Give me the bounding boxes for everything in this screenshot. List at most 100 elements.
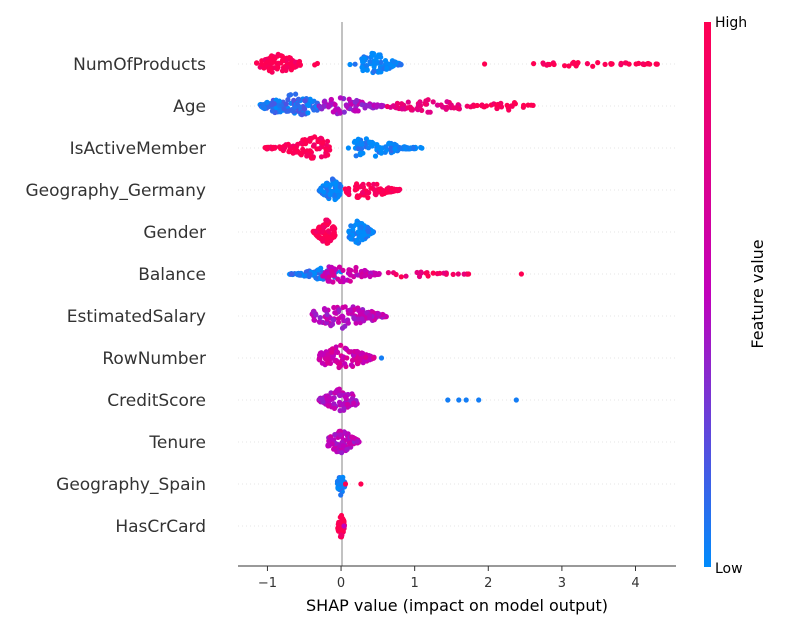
shap-point xyxy=(339,477,345,483)
shap-point xyxy=(367,139,373,145)
shap-point xyxy=(378,355,385,361)
shap-point xyxy=(348,267,354,273)
shap-point xyxy=(376,311,382,317)
shap-point xyxy=(323,146,329,152)
shap-point xyxy=(531,61,537,67)
shap-point xyxy=(371,355,377,361)
shap-point xyxy=(405,99,411,105)
shap-point xyxy=(365,195,371,201)
shap-point xyxy=(444,99,450,105)
shap-point xyxy=(339,401,345,408)
shap-point xyxy=(328,96,334,103)
shap-point xyxy=(321,189,327,195)
shap-point xyxy=(357,355,363,362)
shap-point xyxy=(317,104,323,110)
shap-point xyxy=(329,321,336,327)
shap-point xyxy=(346,96,352,102)
shap-point xyxy=(337,188,343,194)
shap-point xyxy=(338,492,344,498)
shap-point xyxy=(410,145,416,151)
shap-point xyxy=(403,273,409,279)
shap-point xyxy=(371,181,377,187)
shap-point xyxy=(286,149,292,155)
shap-point xyxy=(340,443,346,449)
shap-point xyxy=(354,186,360,192)
shap-point xyxy=(270,145,276,151)
shap-point xyxy=(512,101,519,107)
x-tick-label: 3 xyxy=(558,576,566,591)
shap-point xyxy=(316,319,322,325)
shap-point xyxy=(352,61,358,67)
shap-point xyxy=(269,108,275,114)
feature-label: Gender xyxy=(143,223,206,243)
x-axis-title: SHAP value (impact on model output) xyxy=(306,596,608,615)
shap-point xyxy=(336,307,342,313)
shap-point xyxy=(328,390,334,396)
shap-point xyxy=(636,60,642,66)
shap-point xyxy=(359,102,365,108)
shap-point xyxy=(595,60,601,66)
shap-point xyxy=(445,397,451,403)
feature-label: CreditScore xyxy=(107,391,206,411)
shap-point xyxy=(338,532,344,538)
shap-point xyxy=(302,137,308,143)
shap-point xyxy=(584,61,591,67)
shap-point xyxy=(326,442,332,449)
shap-point xyxy=(544,62,550,68)
shap-point xyxy=(362,273,368,279)
shap-point xyxy=(332,193,338,199)
shap-point xyxy=(367,312,373,319)
shap-point xyxy=(306,102,312,109)
shap-point xyxy=(562,63,568,69)
shap-point xyxy=(348,236,354,242)
shap-point xyxy=(332,226,338,232)
shap-point xyxy=(303,141,309,147)
shap-point xyxy=(325,104,332,110)
shap-point xyxy=(285,108,291,114)
feature-label: IsActiveMember xyxy=(70,139,206,159)
shap-point xyxy=(343,102,349,108)
shap-point xyxy=(359,140,365,146)
shap-point xyxy=(321,224,327,230)
shap-point xyxy=(369,228,375,234)
shap-point xyxy=(389,185,395,192)
shap-point xyxy=(337,278,343,285)
shap-point xyxy=(371,68,377,75)
shap-point xyxy=(365,229,371,235)
shap-point xyxy=(285,141,291,147)
shap-point xyxy=(325,397,331,403)
shap-point xyxy=(320,273,326,279)
shap-point xyxy=(375,271,381,277)
colorbar-low-label: Low xyxy=(715,561,743,577)
shap-point xyxy=(423,98,429,104)
shap-point xyxy=(336,264,343,270)
shap-point xyxy=(351,315,357,321)
shap-point xyxy=(375,69,381,75)
shap-point xyxy=(290,64,296,70)
shap-point xyxy=(271,59,277,65)
shap-point xyxy=(296,104,303,110)
shap-point xyxy=(268,67,274,73)
shap-point xyxy=(430,270,436,276)
shap-point xyxy=(344,446,350,452)
shap-point xyxy=(518,271,525,277)
shap-point xyxy=(325,278,331,284)
shap-point xyxy=(353,268,359,274)
shap-point xyxy=(371,64,377,70)
shap-point xyxy=(291,97,297,103)
shap-point xyxy=(366,181,372,187)
shap-point xyxy=(398,274,404,280)
shap-point xyxy=(338,342,344,348)
shap-point xyxy=(397,61,404,67)
shap-point xyxy=(344,355,350,361)
shap-point xyxy=(269,102,275,108)
shap-point xyxy=(363,354,369,360)
shap-point xyxy=(331,405,338,411)
shap-point xyxy=(367,273,373,280)
shap-point xyxy=(566,63,572,69)
shap-point xyxy=(345,145,351,151)
shap-point xyxy=(355,349,361,355)
shap-point xyxy=(318,154,325,160)
shap-point xyxy=(319,236,325,242)
shap-point xyxy=(498,100,504,106)
